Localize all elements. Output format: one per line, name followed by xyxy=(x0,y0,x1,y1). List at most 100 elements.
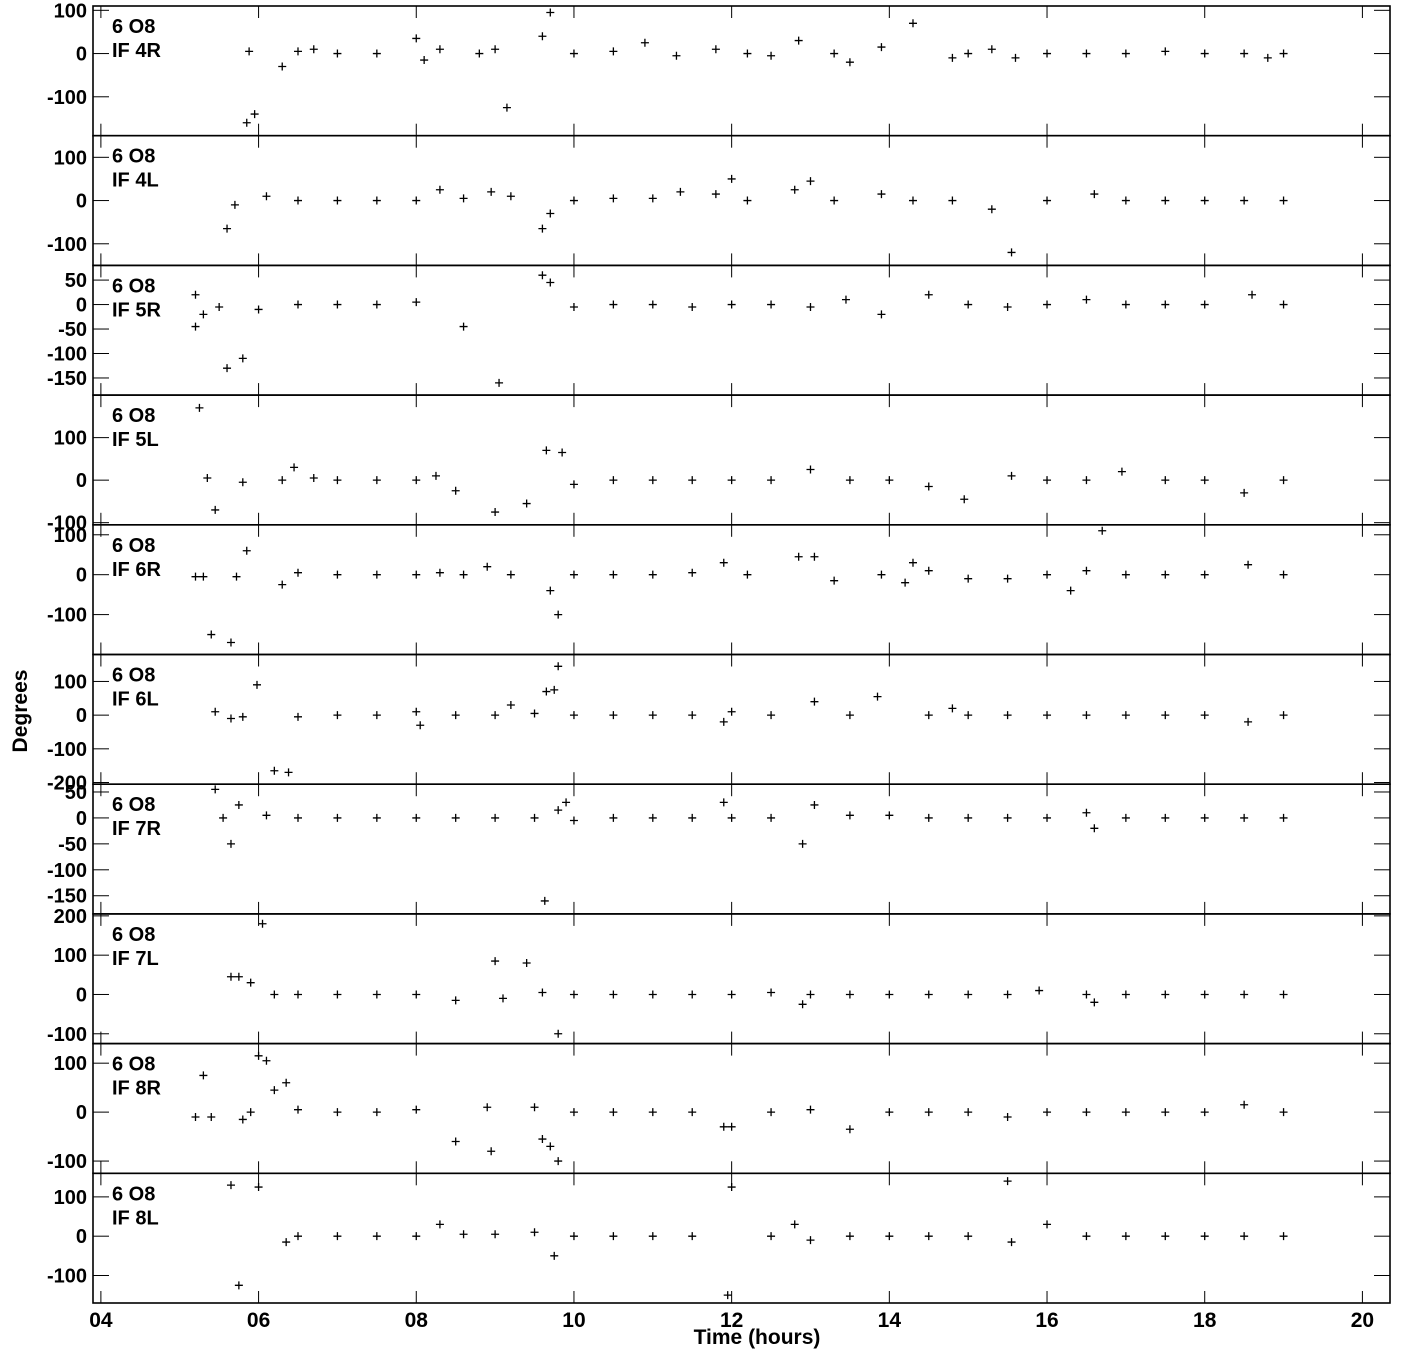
data-point xyxy=(242,546,251,555)
data-point xyxy=(727,300,736,309)
data-point xyxy=(1161,570,1170,579)
data-point xyxy=(459,322,468,331)
data-point xyxy=(1082,808,1091,817)
panel-label-if: IF 8R xyxy=(112,1078,161,1100)
data-point xyxy=(372,813,381,822)
y-tick-label: 0 xyxy=(76,705,87,727)
data-point xyxy=(1161,47,1170,56)
data-point xyxy=(372,196,381,205)
data-point xyxy=(743,570,752,579)
data-point xyxy=(293,568,302,577)
panel-frame xyxy=(92,783,1391,915)
data-point xyxy=(688,813,697,822)
x-tick-label: 14 xyxy=(878,1309,902,1332)
data-point xyxy=(293,990,302,999)
data-point xyxy=(372,1108,381,1117)
data-point xyxy=(333,196,342,205)
panel-frame xyxy=(92,134,1391,267)
data-point xyxy=(238,712,247,721)
data-point xyxy=(435,185,444,194)
data-point xyxy=(873,692,882,701)
panel-label-if: IF 4R xyxy=(112,40,161,62)
data-point xyxy=(435,568,444,577)
data-point xyxy=(688,1232,697,1241)
data-point xyxy=(727,990,736,999)
data-point xyxy=(569,196,578,205)
data-point xyxy=(540,896,549,905)
data-point xyxy=(420,56,429,65)
data-point xyxy=(1244,717,1253,726)
x-tick-label: 12 xyxy=(720,1309,743,1332)
data-point xyxy=(908,558,917,567)
data-point xyxy=(223,224,232,233)
data-point xyxy=(293,813,302,822)
data-point xyxy=(491,1230,500,1239)
data-point xyxy=(609,476,618,485)
data-point xyxy=(372,49,381,58)
data-point xyxy=(262,811,271,820)
data-point xyxy=(491,711,500,720)
data-point xyxy=(1279,990,1288,999)
data-point xyxy=(908,196,917,205)
y-tick-label: 0 xyxy=(76,1226,87,1248)
data-point xyxy=(767,988,776,997)
data-point xyxy=(845,811,854,820)
data-point xyxy=(333,711,342,720)
data-point xyxy=(211,505,220,514)
data-point xyxy=(711,45,720,54)
data-point xyxy=(1082,476,1091,485)
data-point xyxy=(254,1051,263,1060)
data-point xyxy=(1035,986,1044,995)
data-point xyxy=(546,586,555,595)
data-point xyxy=(845,1125,854,1134)
y-tick-label: -100 xyxy=(47,343,87,365)
data-point xyxy=(191,1113,200,1122)
data-point xyxy=(412,196,421,205)
data-point xyxy=(502,103,511,112)
y-tick-label: 100 xyxy=(54,1053,87,1075)
data-point xyxy=(554,806,563,815)
panel-frame xyxy=(92,1042,1391,1175)
panel-frame xyxy=(92,913,1391,1045)
data-point xyxy=(609,711,618,720)
x-tick-label: 18 xyxy=(1193,1309,1217,1332)
data-point xyxy=(1161,476,1170,485)
y-tick-label: -100 xyxy=(47,739,87,761)
data-point xyxy=(1161,1108,1170,1117)
data-point xyxy=(1200,476,1209,485)
data-point xyxy=(1043,300,1052,309)
data-point xyxy=(546,278,555,287)
data-point xyxy=(948,196,957,205)
data-point xyxy=(987,45,996,54)
data-point xyxy=(270,990,279,999)
data-point xyxy=(924,990,933,999)
data-point xyxy=(727,476,736,485)
data-point xyxy=(546,209,555,218)
data-point xyxy=(254,305,263,314)
data-point xyxy=(676,187,685,196)
y-tick-label: -150 xyxy=(47,368,87,390)
data-point xyxy=(885,1108,894,1117)
data-point xyxy=(609,47,618,56)
data-point xyxy=(1200,1232,1209,1241)
data-point xyxy=(412,813,421,822)
data-point xyxy=(1003,813,1012,822)
y-tick-label: -100 xyxy=(47,1151,87,1173)
panel-label-if: IF 8L xyxy=(112,1207,159,1229)
y-tick-label: 100 xyxy=(54,671,87,693)
data-point xyxy=(688,990,697,999)
data-point xyxy=(333,1108,342,1117)
data-point xyxy=(495,378,504,387)
data-point xyxy=(1240,49,1249,58)
data-point xyxy=(1117,467,1126,476)
data-point xyxy=(1090,190,1099,199)
data-point xyxy=(372,300,381,309)
data-point xyxy=(530,1103,539,1112)
data-point xyxy=(431,471,440,480)
data-point xyxy=(1263,53,1272,62)
data-point xyxy=(1003,1113,1012,1122)
data-point xyxy=(226,839,235,848)
data-point xyxy=(688,476,697,485)
